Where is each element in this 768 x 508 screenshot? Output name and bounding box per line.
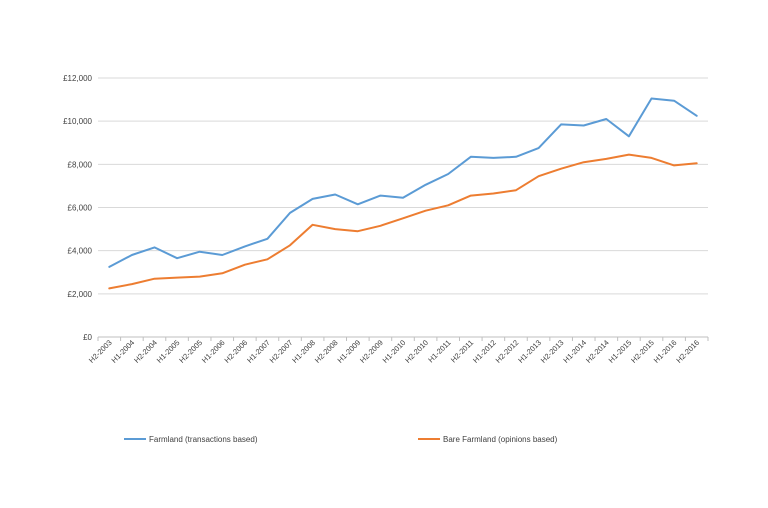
x-tick-label: H1-2009 [336,338,363,365]
x-tick-label: H2-2005 [177,338,204,365]
x-tick-label: H2-2013 [539,338,566,365]
x-tick-label: H1-2014 [561,338,588,365]
x-tick-label: H2-2009 [358,338,385,365]
x-tick-label: H2-2014 [584,338,611,365]
y-tick-label: £4,000 [68,247,93,256]
x-tick-label: H1-2013 [516,338,543,365]
gridlines [98,77,708,338]
x-tick-label: H1-2012 [471,338,498,365]
x-tick-label: H1-2004 [110,338,137,365]
legend: Farmland (transactions based) Bare Farml… [124,435,558,444]
x-tick-label: H1-2008 [290,338,317,365]
x-tick-label: H1-2005 [155,338,182,365]
x-tick-label: H2-2012 [494,338,521,365]
x-tick-label: H1-2015 [607,338,634,365]
y-axis-ticks: £0 £2,000 £4,000 £6,000 £8,000 £10,000 £12,000 [63,74,92,342]
x-tick-label: H2-2015 [629,338,656,365]
series-line-farmland [108,97,698,268]
y-tick-label: £2,000 [68,290,93,299]
legend-label-farmland: Farmland (transactions based) [149,435,258,444]
x-tick-label: H1-2016 [652,338,679,365]
series-lines [108,97,698,290]
x-tick-label: H2-2007 [268,338,295,365]
x-tick-label: H1-2007 [245,338,272,365]
y-tick-label: £6,000 [68,204,93,213]
x-tick-label: H2-2006 [223,338,250,365]
x-tick-label: H2-2004 [132,338,159,365]
x-tick-label: H2-2010 [403,338,430,365]
x-tick-label: H2-2011 [449,338,475,364]
series-line-bare-farmland [108,153,698,290]
x-tick-label: H1-2011 [426,338,452,364]
legend-label-bare-farmland: Bare Farmland (opinions based) [443,435,558,444]
x-tick-label: H1-2010 [381,338,408,365]
x-tick-label: H2-2008 [313,338,340,365]
x-tick-label: H1-2006 [200,338,227,365]
y-tick-label: £10,000 [63,117,92,126]
x-axis-ticks: H2-2003H1-2004H2-2004H1-2005H2-2005H1-20… [87,337,709,365]
y-tick-label: £8,000 [68,160,93,169]
x-tick-label: H2-2003 [87,338,114,365]
y-tick-label: £12,000 [63,74,92,83]
x-tick-label: H2-2016 [674,338,701,365]
y-tick-label: £0 [83,333,92,342]
